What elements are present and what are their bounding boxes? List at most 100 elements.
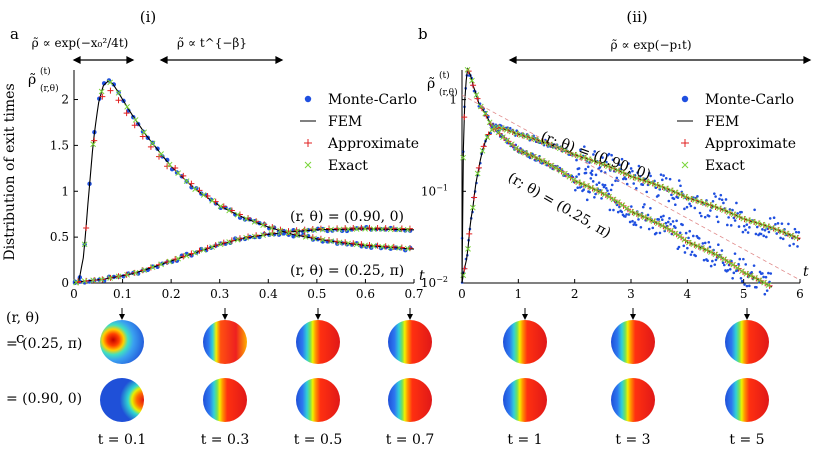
chart-b-mc-point bbox=[744, 263, 748, 266]
chart-b-mc-point bbox=[584, 171, 588, 175]
chart-b-mc-point bbox=[610, 183, 614, 187]
chart-b-mc-point bbox=[729, 224, 733, 227]
chart-b-mc-point bbox=[628, 220, 632, 224]
y-axis-label-a: Distribution of exit times bbox=[2, 83, 18, 260]
chart-b-mc-point bbox=[797, 231, 801, 234]
chart-b-mc-point bbox=[618, 163, 621, 167]
chart-a-exact-marker bbox=[166, 258, 173, 265]
chart-b-mc-point bbox=[591, 180, 595, 183]
chart-b-exact-marker bbox=[585, 156, 592, 163]
x-axis-label-a: t bbox=[419, 268, 425, 284]
chart-b-mc-point bbox=[689, 253, 693, 256]
chart-b-exact-marker bbox=[566, 149, 573, 156]
legend-marker-approximate bbox=[681, 139, 689, 147]
chart-b-mc-point bbox=[742, 257, 745, 261]
chart-b-exact-marker bbox=[639, 176, 645, 183]
chart-b-mc-point bbox=[697, 237, 701, 240]
chart-b-exact-marker bbox=[473, 92, 480, 98]
chart-b-mc-point bbox=[649, 206, 652, 210]
chart-b-mc-point bbox=[759, 232, 763, 236]
chart-b-mc-point bbox=[745, 223, 749, 226]
chart-b-mc-point bbox=[577, 172, 581, 176]
chart-b-exact-marker bbox=[628, 208, 635, 215]
chart-b-mc-point bbox=[707, 214, 711, 218]
chart-b-mc-point bbox=[722, 201, 725, 205]
chart-b-mc-point bbox=[780, 222, 784, 225]
chart-b-exact-marker bbox=[650, 218, 657, 225]
chart-b-mc-point bbox=[707, 240, 711, 244]
chart-b-exact-marker bbox=[557, 167, 564, 174]
chart-b-mc-point bbox=[714, 195, 717, 198]
chart-a-exact-marker bbox=[336, 239, 343, 246]
chart-b-mc-point bbox=[740, 210, 743, 214]
chart-b-exact-marker bbox=[513, 130, 520, 137]
chart-b-exact-marker bbox=[725, 259, 732, 265]
chart-b-exact-marker bbox=[619, 169, 626, 176]
legend-marker-exact bbox=[304, 161, 312, 169]
chart-b-mc-point bbox=[674, 203, 677, 207]
chart-a-exact-marker bbox=[311, 235, 317, 242]
row-label-2: = (0.90, 0) bbox=[6, 391, 82, 407]
chart-a-exact-marker bbox=[345, 240, 351, 247]
chart-b-mc-point bbox=[684, 231, 688, 235]
chart-a-exact-marker bbox=[98, 88, 105, 95]
chart-b-exact-marker bbox=[482, 110, 489, 117]
chart-b-mc-point bbox=[637, 218, 640, 221]
chart-b-mc-point bbox=[727, 216, 730, 219]
chart-a-ytick-label: 0.5 bbox=[50, 230, 69, 244]
chart-a-xtick-label: 0.3 bbox=[210, 287, 229, 301]
chart-b-mc-point bbox=[616, 210, 620, 214]
chart-b-ytick-label: 10−1 bbox=[421, 183, 448, 198]
chart-b-mc-point bbox=[728, 267, 732, 271]
snapshot-time-label: t = 5 bbox=[729, 432, 764, 448]
snapshot-arrow-head bbox=[522, 314, 528, 320]
chart-b-exact-marker bbox=[699, 245, 705, 251]
chart-a-exact-marker bbox=[396, 245, 402, 251]
chart-a-exact-marker bbox=[404, 245, 411, 252]
chart-b-mc-point bbox=[741, 230, 745, 234]
rho-symbol-b-sub: (r,θ) bbox=[439, 87, 458, 98]
chart-b-mc-point bbox=[575, 158, 578, 162]
chart-b-mc-point bbox=[659, 215, 663, 219]
chart-b-exact-marker bbox=[703, 247, 710, 253]
chart-a-exact-marker bbox=[396, 226, 402, 233]
chart-b-mc-point bbox=[693, 206, 697, 210]
snapshot-disc-row2 bbox=[100, 378, 144, 422]
chart-a-exact-marker bbox=[158, 151, 164, 157]
chart-b-mc-point bbox=[627, 162, 630, 165]
chart-a-approx-marker bbox=[236, 235, 243, 242]
chart-b-mc-point bbox=[775, 232, 779, 235]
chart-b-mc-point bbox=[588, 190, 591, 194]
chart-b-mc-point bbox=[651, 226, 655, 230]
chart-b-mc-point bbox=[761, 272, 764, 275]
chart-b-mc-point bbox=[592, 153, 595, 156]
chart-a-exact-marker bbox=[226, 207, 232, 214]
chart-b-mc-point bbox=[625, 182, 629, 186]
chart-a-approx-marker bbox=[99, 93, 106, 100]
chart-b-mc-point bbox=[624, 177, 628, 181]
chart-b-exact-marker bbox=[685, 239, 692, 246]
chart-b-exact-marker bbox=[477, 103, 484, 110]
chart-a-xtick-label: 0.4 bbox=[259, 287, 278, 301]
chart-b-mc-point bbox=[634, 223, 638, 227]
chart-a-exact-marker bbox=[328, 226, 334, 233]
chart-b-mc-point bbox=[688, 229, 692, 233]
chart-b-exact-marker bbox=[764, 223, 771, 230]
annotation-a-025: (r, θ) = (0.25, π) bbox=[290, 263, 404, 279]
chart-b-mc-point bbox=[736, 269, 739, 272]
chart-b-mc-point bbox=[593, 150, 597, 153]
snapshot-disc-row2 bbox=[611, 378, 655, 422]
chart-b-mc-point bbox=[633, 221, 637, 224]
chart-a-approx-marker bbox=[374, 225, 381, 232]
chart-b-exact-marker bbox=[721, 256, 728, 263]
chart-b-mc-point bbox=[681, 223, 684, 227]
chart-b-mc-point bbox=[702, 258, 706, 262]
chart-a-exact-marker bbox=[260, 222, 266, 228]
chart-b-mc-point bbox=[583, 145, 586, 148]
chart-b-exact-marker bbox=[600, 161, 607, 168]
chart-b-exact-marker bbox=[561, 147, 568, 154]
chart-b-mc-point bbox=[717, 243, 720, 247]
legend-marker-exact bbox=[681, 161, 689, 169]
chart-a-exact-marker bbox=[294, 232, 300, 239]
chart-a-approx-marker bbox=[366, 224, 373, 231]
